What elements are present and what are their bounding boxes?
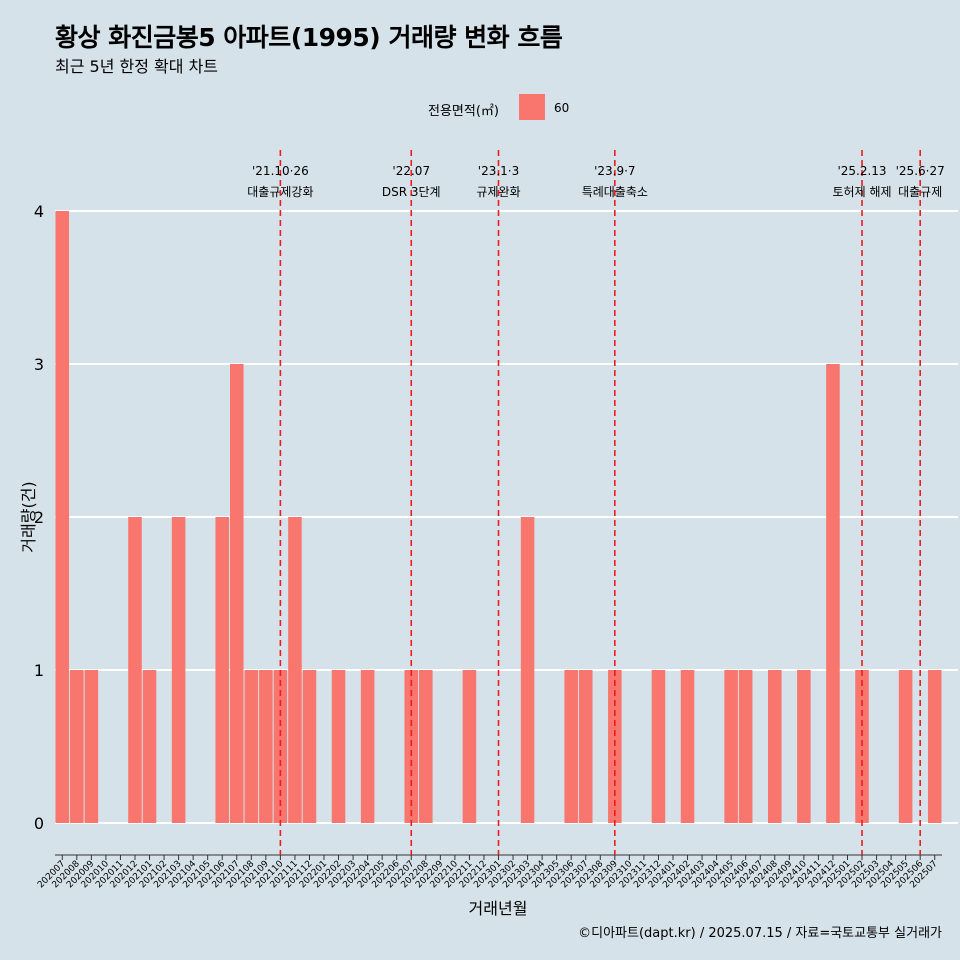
bar — [564, 670, 578, 823]
legend-label: 60 — [554, 101, 570, 115]
bar — [142, 670, 157, 823]
bar — [826, 364, 840, 823]
event-date: '25.6·27 — [896, 164, 945, 178]
y-tick-label: 1 — [34, 661, 44, 680]
event-label: 토허제 해제 — [833, 185, 892, 199]
chart-title: 황상 화진금봉5 아파트(1995) 거래량 변화 흐름 — [55, 23, 563, 52]
bar — [128, 517, 142, 823]
bar — [360, 670, 375, 823]
legend-swatch — [519, 94, 545, 120]
bar — [302, 670, 317, 823]
bar — [768, 670, 782, 823]
bar — [927, 670, 942, 823]
y-tick-label: 4 — [34, 202, 44, 221]
event-date: '21.10·26 — [252, 164, 309, 178]
bar — [520, 517, 535, 823]
bar — [229, 364, 244, 823]
chart-subtitle: 최근 5년 한정 확대 차트 — [55, 57, 219, 76]
bar — [462, 670, 477, 823]
event-label: 특례대출축소 — [582, 185, 648, 199]
bar — [244, 670, 259, 823]
bar — [259, 670, 273, 823]
event-label: DSR 3단계 — [382, 185, 441, 199]
bar — [55, 211, 70, 823]
event-label: 대출규제강화 — [247, 185, 313, 199]
bar — [288, 517, 302, 823]
caption: ©디아파트(dapt.kr) / 2025.07.15 / 자료=국토교통부 실… — [578, 926, 942, 941]
bar — [797, 670, 811, 823]
event-date: '25.2.13 — [837, 164, 886, 178]
event-label: 대출규제 — [898, 185, 942, 199]
bar — [651, 670, 666, 823]
y-tick-label: 2 — [34, 508, 44, 527]
y-tick-label: 0 — [34, 814, 44, 833]
x-axis-title: 거래년월 — [469, 899, 528, 918]
bar — [578, 670, 593, 823]
bar — [84, 670, 99, 823]
bar — [680, 670, 695, 823]
bar — [171, 517, 186, 823]
bar — [404, 670, 419, 823]
y-tick-label: 3 — [34, 355, 44, 374]
legend: 전용면적(㎡) 60 — [0, 94, 960, 120]
y-axis-title: 거래량(건) — [19, 481, 38, 552]
event-date: '23.1·3 — [478, 164, 519, 178]
bar — [855, 670, 869, 823]
bar — [724, 670, 738, 823]
event-date: '22.07 — [392, 164, 430, 178]
bar — [738, 670, 753, 823]
bar — [215, 517, 229, 823]
event-label: 규제완화 — [476, 185, 520, 199]
bar — [608, 670, 622, 823]
bar — [70, 670, 84, 823]
bar — [331, 670, 346, 823]
event-date: '23.9·7 — [594, 164, 635, 178]
bar — [273, 670, 288, 823]
bar — [419, 670, 433, 823]
legend-title: 전용면적(㎡) — [428, 104, 499, 119]
bar — [898, 670, 913, 823]
